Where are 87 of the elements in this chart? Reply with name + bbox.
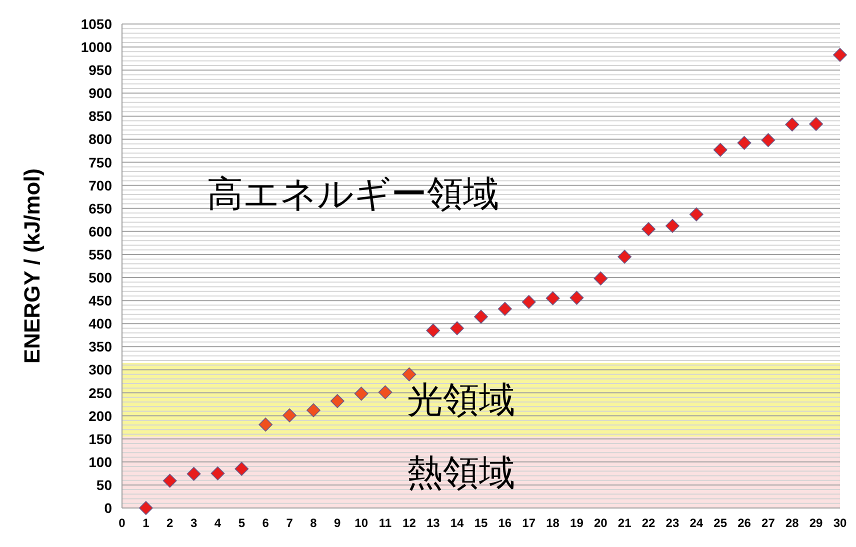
y-tick-label: 500 (88, 270, 112, 286)
x-tick-label: 2 (166, 516, 174, 530)
y-tick-label: 750 (88, 154, 112, 170)
y-axis-title: ENERGY / (kJ/mol) (20, 168, 44, 364)
x-tick-label: 29 (809, 516, 824, 530)
point (498, 302, 512, 316)
point (833, 48, 847, 62)
y-tick-label: 350 (88, 338, 112, 355)
point (737, 136, 752, 150)
x-tick-label: 27 (762, 516, 776, 530)
point (258, 418, 273, 432)
x-tick-label: 15 (474, 516, 488, 530)
y-tick-label: 850 (88, 108, 112, 124)
point (761, 133, 776, 148)
x-tick-label: 25 (714, 516, 728, 530)
y-tick-label: 450 (88, 292, 112, 309)
x-tick-label: 0 (118, 516, 126, 530)
x-tick-label: 20 (594, 516, 608, 530)
x-tick-label: 24 (690, 516, 704, 530)
point (210, 466, 225, 480)
y-tick-label: 600 (88, 223, 112, 240)
x-tick-label: 7 (286, 516, 294, 530)
point (785, 118, 800, 132)
y-tick-label: 1000 (80, 39, 112, 56)
x-tick-label: 12 (402, 516, 416, 530)
point (330, 394, 344, 408)
x-tick-label: 3 (190, 516, 198, 530)
x-tick-label: 23 (666, 516, 680, 530)
y-tick-label: 550 (88, 246, 112, 262)
y-tick-label: 0 (104, 500, 112, 516)
x-tick-label: 16 (498, 516, 512, 530)
y-tick-label: 650 (88, 200, 112, 216)
x-tick-label: 1 (142, 516, 150, 530)
point (570, 290, 584, 305)
x-tick-label: 9 (334, 516, 342, 530)
point (282, 408, 296, 422)
point (689, 207, 704, 222)
point (642, 222, 656, 236)
point (234, 462, 249, 476)
point (618, 250, 632, 264)
y-tick-label: 200 (88, 408, 112, 424)
y-tick-label: 400 (88, 316, 112, 332)
x-tick-label: 17 (522, 516, 536, 530)
x-tick-label: 21 (618, 516, 632, 530)
point (666, 218, 680, 233)
x-tick-label: 10 (354, 516, 368, 530)
y-tick-label: 900 (88, 85, 112, 102)
band-label: 熱領域 (407, 452, 515, 493)
band-label: 光領域 (407, 379, 515, 420)
band-label: 高エネルギー領域 (207, 172, 499, 214)
point (450, 321, 464, 336)
x-tick-label: 11 (378, 516, 392, 530)
x-tick-label: 14 (450, 516, 464, 530)
y-tick-label: 250 (88, 384, 112, 401)
point (162, 474, 177, 488)
y-tick-label: 1050 (80, 16, 112, 32)
point (594, 271, 608, 286)
y-tick-label: 800 (88, 131, 112, 148)
x-tick-label: 6 (262, 516, 270, 530)
y-tick-label: 100 (88, 454, 112, 470)
point (474, 310, 488, 324)
x-tick-label: 26 (738, 516, 752, 530)
point (354, 386, 368, 401)
x-tick-label: 19 (570, 516, 584, 530)
point (186, 466, 201, 481)
x-tick-label: 5 (238, 516, 246, 530)
point (306, 403, 320, 418)
y-tick-label: 700 (88, 177, 112, 194)
y-tick-label: 50 (96, 476, 112, 493)
point (402, 367, 416, 382)
x-tick-label: 4 (214, 516, 222, 530)
x-tick-label: 18 (546, 516, 560, 530)
point (713, 142, 728, 157)
point (522, 294, 536, 309)
point (546, 291, 560, 306)
point (426, 324, 440, 338)
y-tick-label: 300 (88, 362, 112, 378)
point (138, 501, 153, 515)
x-tick-label: 8 (310, 516, 318, 530)
point (378, 385, 392, 400)
point (809, 117, 824, 131)
x-tick-label: 22 (642, 516, 656, 530)
y-tick-label: 950 (88, 62, 112, 78)
x-tick-label: 28 (785, 516, 800, 530)
x-tick-label: 30 (833, 516, 847, 530)
x-tick-label: 13 (426, 516, 440, 530)
y-tick-label: 150 (88, 430, 112, 447)
